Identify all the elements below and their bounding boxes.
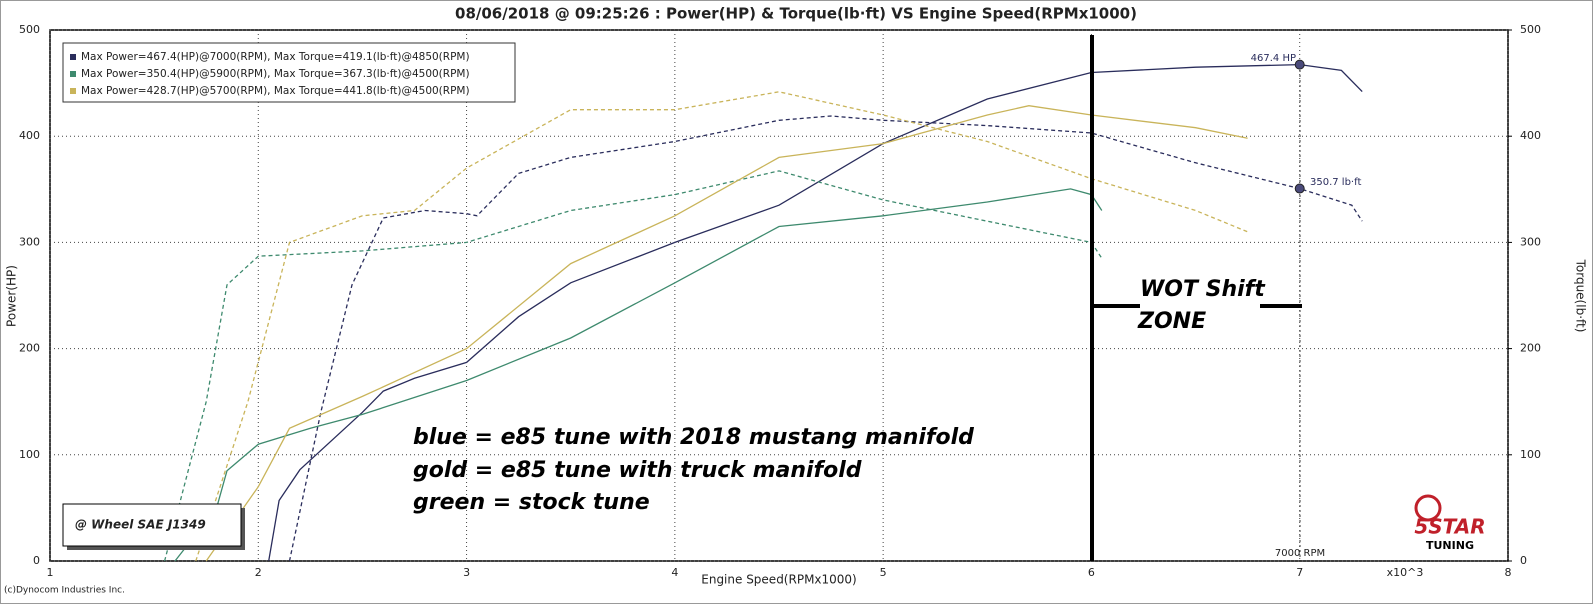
series-line — [174, 188, 1103, 562]
y2-tick-label: 200 — [1520, 342, 1541, 355]
x-tick-label: 1 — [47, 566, 54, 579]
legend: Max Power=467.4(HP)@7000(RPM), Max Torqu… — [70, 51, 470, 97]
series-line — [195, 91, 1248, 562]
y2-tick-label: 400 — [1520, 129, 1541, 142]
x-tick-label: 7 — [1296, 566, 1303, 579]
chart-title: 08/06/2018 @ 09:25:26 : Power(HP) & Torq… — [455, 5, 1137, 23]
legend-swatch — [70, 71, 76, 77]
y2-tick-label: 0 — [1520, 554, 1527, 567]
legend-text: Max Power=428.7(HP)@5700(RPM), Max Torqu… — [81, 85, 470, 97]
legend-text: Max Power=350.4(HP)@5900(RPM), Max Torqu… — [81, 68, 470, 80]
shift-label: ZONE — [1137, 309, 1206, 334]
x-tick-label: 5 — [880, 566, 887, 579]
x-tick-label: 3 — [463, 566, 470, 579]
logo: 5STAR — [1414, 515, 1485, 539]
x-tick-label: 8 — [1505, 566, 1512, 579]
logo: TUNING — [1426, 539, 1474, 552]
series-line — [288, 115, 1363, 562]
y-tick-label: 300 — [19, 235, 40, 248]
y2-tick-label: 500 — [1520, 23, 1541, 36]
condition: @ Wheel SAE J1349 — [75, 518, 206, 532]
y-tick-label: 500 — [19, 23, 40, 36]
x-tick-label: 2 — [255, 566, 262, 579]
note: blue = e85 tune with 2018 mustang manifo… — [413, 425, 974, 450]
x-tick-label: 4 — [671, 566, 678, 579]
grid — [49, 29, 1512, 562]
y2-tick-label: 100 — [1520, 448, 1541, 461]
logo-ring — [1414, 494, 1442, 522]
x-unit: x10^3 — [1387, 566, 1424, 579]
lines — [163, 63, 1363, 562]
note: green = stock tune — [413, 490, 650, 515]
series-line — [205, 105, 1248, 562]
y-tick-label: 400 — [19, 129, 40, 142]
copyright: (c)Dynocom Industries Inc. — [4, 586, 125, 596]
y-axis-label: Power(HP) — [5, 265, 19, 327]
legend-swatch — [70, 88, 76, 94]
marker-label: 467.4 HP — [1251, 53, 1296, 64]
x-tick-label: 6 — [1088, 566, 1095, 579]
series-line — [268, 63, 1363, 562]
marker-label: 350.7 lb·ft — [1310, 177, 1361, 188]
shift-label: WOT Shift — [1140, 277, 1266, 302]
legend-text: Max Power=467.4(HP)@7000(RPM), Max Torqu… — [81, 51, 470, 63]
y2-axis-label: Torque(lb·ft) — [1574, 259, 1588, 333]
legend-swatch — [70, 54, 76, 60]
marker-label: 7000 RPM — [1275, 548, 1325, 559]
series-line — [163, 170, 1103, 562]
y-tick-label: 200 — [19, 342, 40, 355]
y-tick-label: 0 — [33, 554, 40, 567]
cursor-marker — [1294, 59, 1305, 70]
condition-box — [62, 503, 242, 547]
y2-tick-label: 300 — [1520, 235, 1541, 248]
y-tick-label: 100 — [19, 448, 40, 461]
x-axis-label: Engine Speed(RPMx1000) — [701, 573, 857, 587]
legend-box — [62, 42, 516, 103]
note: gold = e85 tune with truck manifold — [413, 458, 862, 483]
cursor-marker — [1294, 183, 1305, 194]
